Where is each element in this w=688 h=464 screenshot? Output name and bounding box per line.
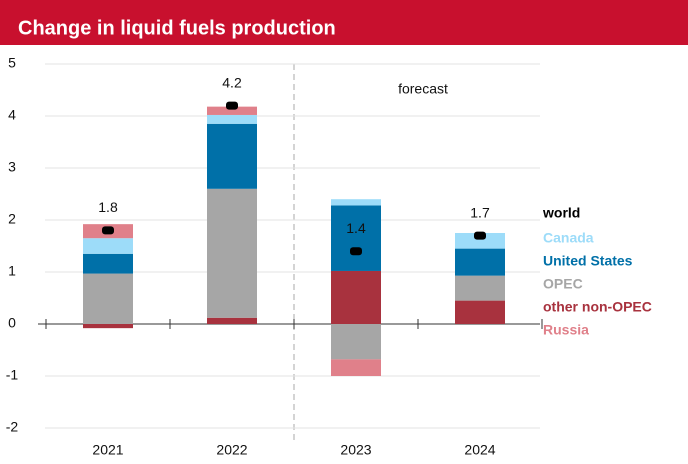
world-marker bbox=[474, 231, 486, 240]
bar-segment bbox=[455, 275, 505, 301]
bar-segment bbox=[83, 238, 133, 254]
legend-label: other non-OPEC bbox=[543, 299, 652, 315]
world-marker bbox=[226, 101, 238, 110]
bar-segment bbox=[455, 248, 505, 276]
legend-label: Canada bbox=[543, 230, 594, 246]
bar-segment bbox=[207, 188, 257, 318]
data-label: 1.4 bbox=[346, 220, 366, 236]
y-tick-label: 4 bbox=[8, 107, 16, 123]
bar-segment bbox=[331, 205, 381, 271]
bar-segment bbox=[455, 233, 505, 249]
legend-label: world bbox=[542, 205, 580, 221]
world-marker bbox=[102, 226, 114, 235]
y-tick-label: -2 bbox=[6, 419, 19, 435]
y-tick-label: -1 bbox=[6, 367, 19, 383]
bar-segment bbox=[331, 270, 381, 324]
x-tick-label: 2023 bbox=[340, 442, 371, 458]
x-tick-label: 2022 bbox=[216, 442, 247, 458]
bar-segment bbox=[207, 114, 257, 124]
data-label: 4.2 bbox=[222, 74, 242, 90]
y-tick-label: 1 bbox=[8, 263, 16, 279]
header-bar bbox=[0, 0, 688, 45]
bar-segment bbox=[83, 253, 133, 274]
y-tick-label: 5 bbox=[8, 55, 16, 71]
bar-segment bbox=[83, 273, 133, 324]
bar-segment bbox=[331, 324, 381, 360]
world-marker bbox=[350, 247, 362, 256]
bar-segment bbox=[455, 300, 505, 324]
legend-label: United States bbox=[543, 253, 633, 269]
x-tick-label: 2021 bbox=[92, 442, 123, 458]
y-tick-label: 2 bbox=[8, 211, 16, 227]
bar-segment bbox=[207, 317, 257, 324]
data-label: 1.7 bbox=[470, 204, 490, 220]
legend-label: Russia bbox=[543, 322, 589, 338]
annotation: forecast bbox=[398, 81, 448, 97]
bar-segment bbox=[207, 106, 257, 115]
data-label: 1.8 bbox=[98, 199, 118, 215]
x-tick-label: 2024 bbox=[464, 442, 495, 458]
legend-label: OPEC bbox=[543, 276, 583, 292]
bar-segment bbox=[331, 359, 381, 376]
y-tick-label: 3 bbox=[8, 159, 16, 175]
bar-segment bbox=[207, 123, 257, 189]
chart-title: Change in liquid fuels production bbox=[18, 17, 336, 39]
bar-segment bbox=[331, 199, 381, 206]
y-tick-label: 0 bbox=[8, 315, 16, 331]
bar-segment bbox=[83, 324, 133, 329]
